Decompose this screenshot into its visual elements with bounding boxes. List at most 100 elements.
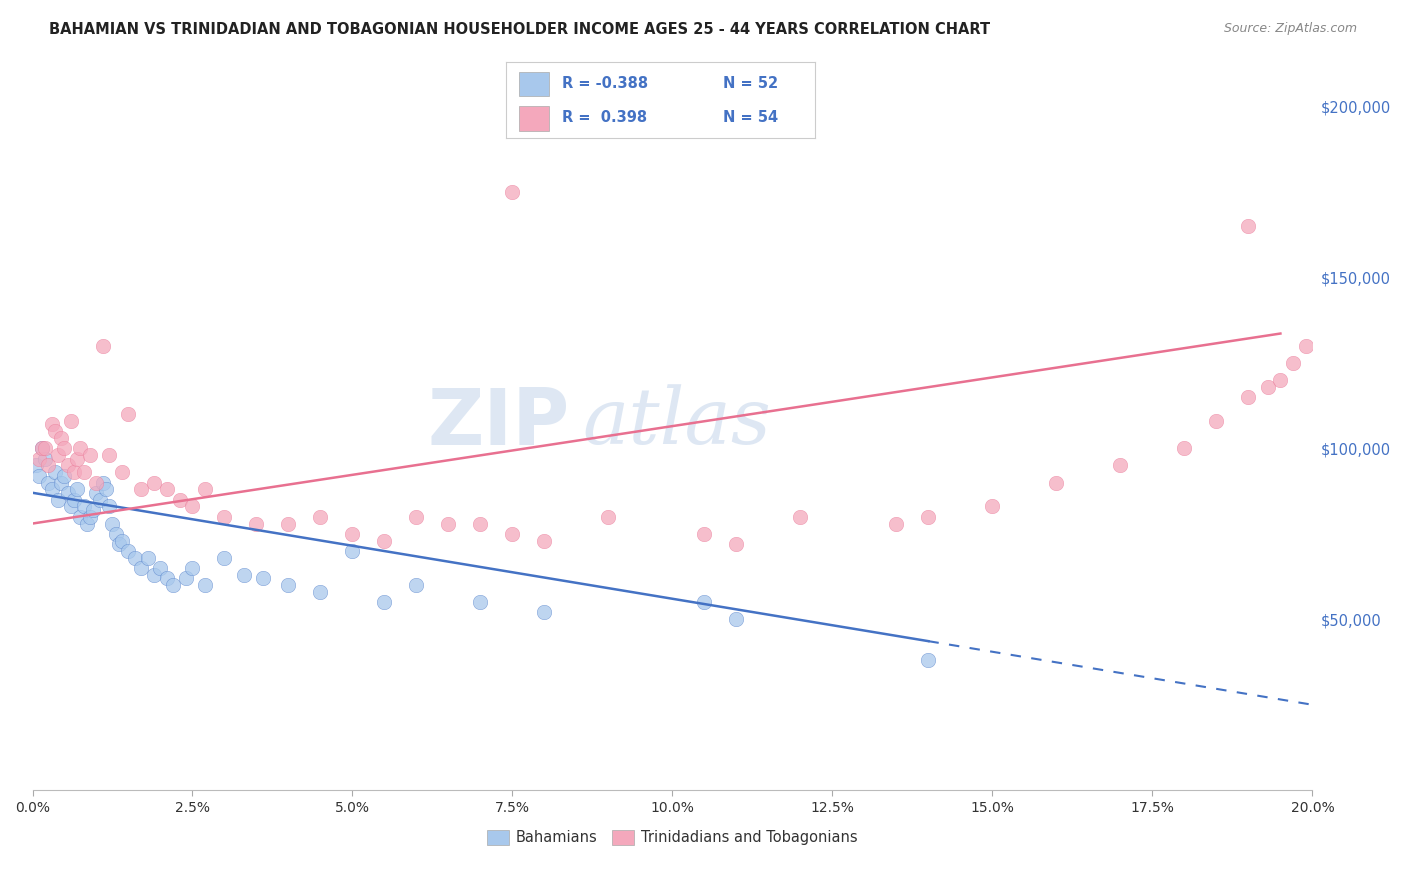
- Point: [108, 537, 131, 551]
- Point: [194, 483, 217, 497]
- Point: [277, 578, 299, 592]
- Point: [1109, 458, 1132, 473]
- Point: [46, 492, 69, 507]
- Point: [24, 458, 46, 473]
- Point: [63, 465, 86, 479]
- Point: [598, 509, 620, 524]
- Point: [405, 509, 427, 524]
- Point: [470, 595, 492, 609]
- Point: [41, 483, 63, 497]
- Point: [129, 483, 152, 497]
- Point: [31, 442, 53, 456]
- Point: [59, 500, 82, 514]
- Text: N = 52: N = 52: [723, 76, 778, 91]
- Text: ZIP: ZIP: [427, 384, 569, 460]
- Point: [28, 451, 51, 466]
- Point: [1205, 414, 1227, 428]
- Point: [174, 571, 197, 585]
- Point: [533, 533, 555, 548]
- Point: [725, 537, 748, 551]
- Point: [1257, 380, 1279, 394]
- Point: [117, 544, 139, 558]
- Point: [82, 503, 104, 517]
- Point: [37, 475, 59, 490]
- Point: [501, 526, 523, 541]
- Point: [111, 465, 134, 479]
- Point: [789, 509, 811, 524]
- Point: [28, 468, 51, 483]
- Point: [31, 442, 53, 456]
- Point: [214, 509, 236, 524]
- Point: [86, 475, 108, 490]
- Text: R = -0.388: R = -0.388: [562, 76, 648, 91]
- Point: [37, 458, 59, 473]
- Point: [156, 483, 179, 497]
- Point: [149, 561, 172, 575]
- Point: [79, 509, 101, 524]
- Point: [91, 475, 114, 490]
- Point: [214, 550, 236, 565]
- Text: atlas: atlas: [583, 384, 772, 461]
- Point: [342, 526, 364, 541]
- Point: [111, 533, 134, 548]
- FancyBboxPatch shape: [519, 106, 550, 130]
- Text: N = 54: N = 54: [723, 110, 778, 125]
- Point: [63, 492, 86, 507]
- Point: [56, 485, 79, 500]
- Point: [169, 492, 191, 507]
- Point: [89, 492, 111, 507]
- Point: [232, 567, 254, 582]
- FancyBboxPatch shape: [519, 71, 550, 95]
- Point: [143, 567, 166, 582]
- Point: [136, 550, 159, 565]
- Point: [117, 407, 139, 421]
- Point: [277, 516, 299, 531]
- Point: [501, 185, 523, 199]
- Text: R =  0.398: R = 0.398: [562, 110, 647, 125]
- Point: [91, 339, 114, 353]
- Point: [693, 595, 716, 609]
- Point: [51, 475, 73, 490]
- Point: [917, 509, 939, 524]
- Point: [98, 448, 121, 462]
- Point: [34, 451, 56, 466]
- Point: [1173, 442, 1195, 456]
- Point: [34, 442, 56, 456]
- Point: [693, 526, 716, 541]
- Point: [73, 465, 96, 479]
- Point: [1237, 219, 1260, 233]
- Point: [981, 500, 1004, 514]
- Point: [917, 653, 939, 667]
- Point: [44, 465, 66, 479]
- Point: [1295, 339, 1317, 353]
- Point: [98, 500, 121, 514]
- Point: [53, 468, 76, 483]
- Point: [76, 516, 98, 531]
- Point: [69, 509, 91, 524]
- Point: [124, 550, 146, 565]
- Point: [181, 561, 204, 575]
- Point: [44, 424, 66, 438]
- Point: [86, 485, 108, 500]
- Point: [1282, 356, 1305, 370]
- Point: [437, 516, 460, 531]
- Point: [66, 451, 89, 466]
- Point: [252, 571, 274, 585]
- Point: [41, 417, 63, 432]
- Point: [162, 578, 184, 592]
- Point: [51, 431, 73, 445]
- Point: [405, 578, 427, 592]
- Point: [886, 516, 908, 531]
- Point: [373, 533, 395, 548]
- Point: [129, 561, 152, 575]
- Point: [46, 448, 69, 462]
- Point: [104, 526, 127, 541]
- Point: [342, 544, 364, 558]
- Point: [56, 458, 79, 473]
- Point: [533, 606, 555, 620]
- Point: [66, 483, 89, 497]
- Point: [194, 578, 217, 592]
- Point: [143, 475, 166, 490]
- Point: [309, 509, 332, 524]
- Point: [59, 414, 82, 428]
